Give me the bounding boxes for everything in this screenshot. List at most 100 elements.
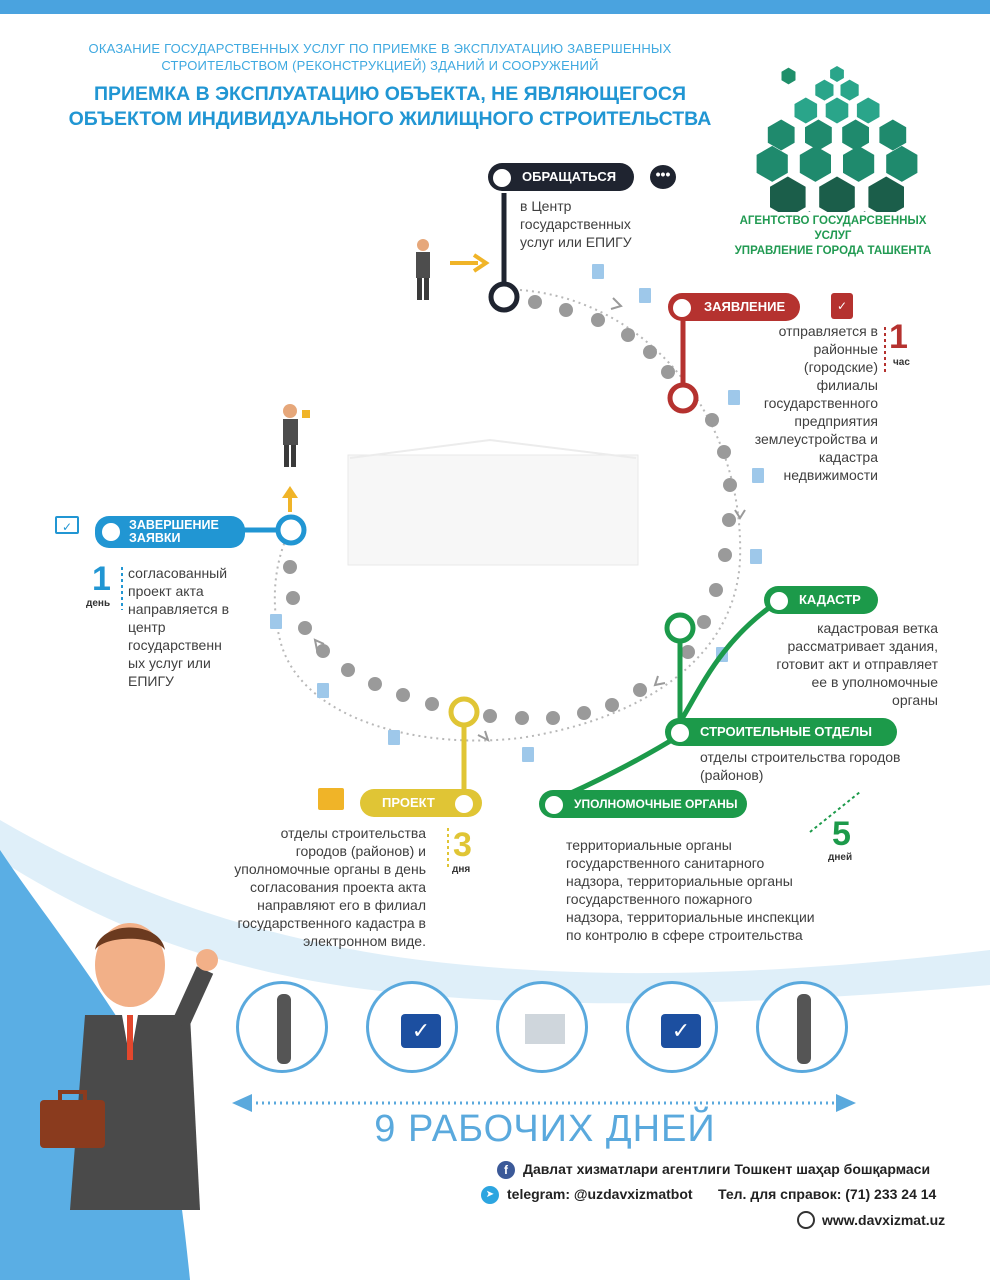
title-line-2: ОБЪЕКТОМ ИНДИВИДУАЛЬНОГО ЖИЛИЩНОГО СТРОИ… bbox=[68, 108, 712, 130]
footer-website[interactable]: www.davxizmat.uz bbox=[822, 1212, 946, 1228]
step-authorized-ring bbox=[542, 793, 566, 817]
step-authorized-label: УПОЛНОМОЧНЫЕ ОРГАНЫ bbox=[539, 790, 747, 818]
desc-line: кадастра bbox=[818, 449, 878, 465]
footer-facebook[interactable]: Давлат хизматлари агентлиги Тошкент шаҳа… bbox=[523, 1161, 931, 1177]
desc-line: уполномочные органы в день bbox=[234, 861, 426, 877]
desc-line: ЕПИГУ bbox=[128, 673, 174, 689]
logo-hexagon bbox=[767, 119, 795, 151]
desc-line: согласованный bbox=[128, 565, 228, 581]
logo-hexagon bbox=[825, 97, 849, 124]
desc-line: (городские) bbox=[803, 359, 878, 375]
agency-line-2: УПРАВЛЕНИЕ ГОРОДА ТАШКЕНТА bbox=[734, 245, 932, 257]
desc-line: государственного bbox=[763, 395, 878, 411]
person-with-gift-figure bbox=[283, 404, 310, 467]
logo-hexagon bbox=[863, 211, 866, 212]
agency-line-1: АГЕНТСТВО ГОСУДАРСВЕННЫХ УСЛУГ bbox=[739, 215, 927, 242]
desc-line: государственных bbox=[520, 216, 631, 232]
step-authorized-label-text: УПОЛНОМОЧНЫЕ ОРГАНЫ bbox=[574, 797, 738, 811]
page-subtitle: ОКАЗАНИЕ ГОСУДАРСТВЕННЫХ УСЛУГ ПО ПРИЕМК… bbox=[60, 40, 700, 74]
logo-hexagon bbox=[842, 119, 869, 151]
subtitle-line-2: СТРОИТЕЛЬСТВОМ (РЕКОНСТРУКЦИЕЙ) ЗДАНИЙ И… bbox=[161, 58, 599, 73]
agency-logo bbox=[756, 66, 918, 212]
step-apply-label: ОБРАЩАТЬСЯ bbox=[488, 163, 634, 191]
agency-name: АГЕНТСТВО ГОСУДАРСВЕННЫХ УСЛУГ УПРАВЛЕНИ… bbox=[728, 214, 938, 259]
businessman-illustration bbox=[40, 923, 218, 1210]
footer-telegram[interactable]: telegram: @uzdavxizmatbot bbox=[507, 1186, 693, 1202]
desc-line: электронном виде. bbox=[303, 933, 426, 949]
desc-line: проект акта bbox=[128, 583, 204, 599]
timeline-arrow bbox=[232, 1094, 856, 1112]
completion-label-line-1: ЗАВЕРШЕНИЕ bbox=[129, 518, 219, 532]
desc-line: надзора, территориальные инспекции bbox=[566, 909, 815, 925]
timeline-circle-3 bbox=[496, 981, 588, 1073]
timeline-circle-1 bbox=[236, 981, 328, 1073]
step-construction-label-text: СТРОИТЕЛЬНЫЕ ОТДЕЛЫ bbox=[700, 724, 872, 739]
application-time-number: 1 bbox=[889, 318, 908, 356]
step-completion-desc: согласованный проект акта направляется в… bbox=[128, 564, 258, 690]
desc-line: районные bbox=[813, 341, 879, 357]
desc-line: (районов) bbox=[700, 767, 764, 783]
desc-line: рассматривает здания, bbox=[787, 638, 938, 654]
desc-line: согласования проекта акта bbox=[250, 879, 426, 895]
authorized-time-number: 5 bbox=[832, 815, 851, 853]
logo-hexagon bbox=[805, 119, 832, 151]
desc-line: филиалы bbox=[816, 377, 878, 393]
logo-hexagon bbox=[808, 211, 811, 212]
step-apply-desc: в Центр государственных услуг или ЕПИГУ bbox=[520, 197, 660, 251]
desc-line: органы bbox=[892, 692, 938, 708]
clipboard-check-icon: ✓ bbox=[831, 293, 853, 319]
logo-hexagon bbox=[815, 79, 834, 101]
logo-hexagon bbox=[840, 79, 859, 101]
desc-line: отправляется в bbox=[778, 323, 878, 339]
step-construction-desc: отделы строительства городов (районов) bbox=[700, 748, 940, 784]
person-reading-figure bbox=[277, 994, 291, 1064]
desc-line: кадастровая ветка bbox=[817, 620, 938, 636]
desc-line: ее в уполномочные bbox=[811, 674, 938, 690]
step-completion-ring bbox=[99, 520, 123, 544]
application-time-unit: час bbox=[893, 357, 910, 368]
logo-hexagon bbox=[843, 145, 875, 182]
step-project-label-text: ПРОЕКТ bbox=[382, 795, 435, 810]
desc-line: недвижимости bbox=[783, 467, 878, 483]
step-cadastre-ring bbox=[767, 589, 791, 613]
page-title: ПРИЕМКА В ЭКСПЛУАТАЦИЮ ОБЪЕКТА, НЕ ЯВЛЯЮ… bbox=[40, 82, 740, 132]
globe-icon bbox=[797, 1211, 815, 1229]
logo-hexagon bbox=[868, 176, 904, 212]
desc-line: городов (районов) и bbox=[295, 843, 426, 859]
logo-hexagon bbox=[886, 145, 918, 182]
step-application-ring bbox=[670, 296, 694, 320]
desc-line: центр bbox=[128, 619, 166, 635]
desc-line: направляют его в филиал bbox=[257, 897, 426, 913]
desc-line: ых услуг или bbox=[128, 655, 211, 671]
desc-line: государственного кадастра в bbox=[237, 915, 426, 931]
authorized-time-unit: дней bbox=[828, 852, 853, 863]
logo-hexagon bbox=[879, 119, 907, 151]
logo-hexagon bbox=[819, 176, 855, 212]
checkmark-icon: ✓ bbox=[401, 1014, 441, 1048]
building-icon bbox=[525, 1014, 565, 1044]
subtitle-line-1: ОКАЗАНИЕ ГОСУДАРСТВЕННЫХ УСЛУГ ПО ПРИЕМК… bbox=[88, 41, 672, 56]
chat-bubble-icon: ••• bbox=[650, 165, 676, 189]
title-line-1: ПРИЕМКА В ЭКСПЛУАТАЦИЮ ОБЪЕКТА, НЕ ЯВЛЯЮ… bbox=[93, 83, 687, 105]
step-apply-ring bbox=[490, 166, 514, 190]
top-bar bbox=[0, 0, 990, 14]
desc-line: услуг или ЕПИГУ bbox=[520, 234, 632, 250]
desc-line: государственного пожарного bbox=[566, 891, 753, 907]
total-duration: 9 РАБОЧИХ ДНЕЙ bbox=[374, 1108, 716, 1150]
logo-hexagon bbox=[799, 145, 831, 182]
project-time-number: 3 bbox=[453, 826, 472, 864]
presentation-icon bbox=[318, 788, 344, 810]
timeline-circle-2: ✓ bbox=[366, 981, 458, 1073]
step-application-label-text: ЗАЯВЛЕНИЕ bbox=[704, 299, 786, 314]
completion-time-unit: день bbox=[86, 598, 111, 609]
checkmark-icon: ✓ bbox=[661, 1014, 701, 1048]
desc-line: предприятия bbox=[794, 413, 878, 429]
desc-line: отделы строительства городов bbox=[700, 749, 901, 765]
project-time-unit: дня bbox=[452, 864, 471, 875]
step-apply-label-text: ОБРАЩАТЬСЯ bbox=[522, 169, 617, 184]
step-cadastre-desc: кадастровая ветка рассматривает здания, … bbox=[738, 619, 938, 709]
logo-hexagon bbox=[756, 145, 788, 182]
timeline-circle-4: ✓ bbox=[626, 981, 718, 1073]
telegram-icon: ➤ bbox=[481, 1186, 499, 1204]
facebook-icon: f bbox=[497, 1161, 515, 1179]
